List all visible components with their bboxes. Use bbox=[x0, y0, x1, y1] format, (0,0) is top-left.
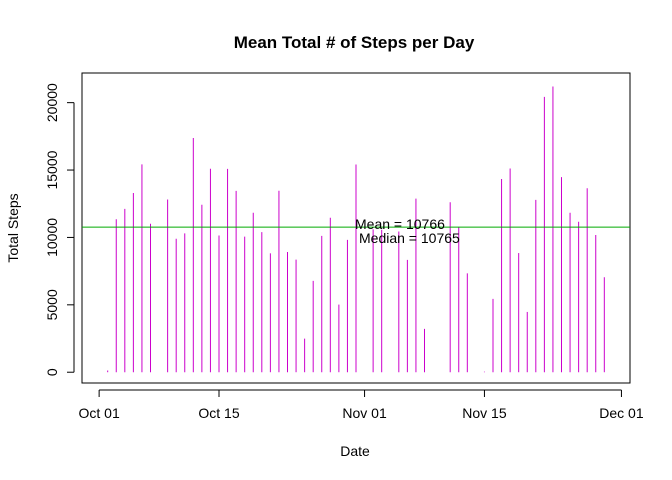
y-tick-label: 10000 bbox=[44, 218, 60, 257]
x-tick-label: Oct 01 bbox=[79, 405, 120, 421]
y-tick-label: 20000 bbox=[44, 83, 60, 122]
chart-title: Mean Total # of Steps per Day bbox=[234, 33, 475, 52]
y-tick-label: 15000 bbox=[44, 150, 60, 189]
x-axis: Oct 01 Oct 15 Nov 01 Nov 15 Dec 01 bbox=[79, 389, 644, 421]
y-axis: 0 5000 10000 15000 20000 bbox=[44, 83, 75, 376]
plot-frame bbox=[81, 72, 631, 384]
x-tick-label: Nov 01 bbox=[342, 405, 387, 421]
y-tick-label: 5000 bbox=[44, 289, 60, 320]
x-tick-label: Oct 15 bbox=[198, 405, 239, 421]
x-tick-label: Dec 01 bbox=[599, 405, 644, 421]
median-annotation: Median = 10765 bbox=[359, 230, 460, 246]
mean-annotation: Mean = 10766 bbox=[355, 216, 445, 232]
x-axis-label: Date bbox=[340, 443, 370, 459]
bars-group bbox=[107, 86, 605, 373]
y-axis-label: Total Steps bbox=[5, 193, 21, 262]
x-tick-label: Nov 15 bbox=[462, 405, 507, 421]
y-tick-label: 0 bbox=[44, 368, 60, 376]
